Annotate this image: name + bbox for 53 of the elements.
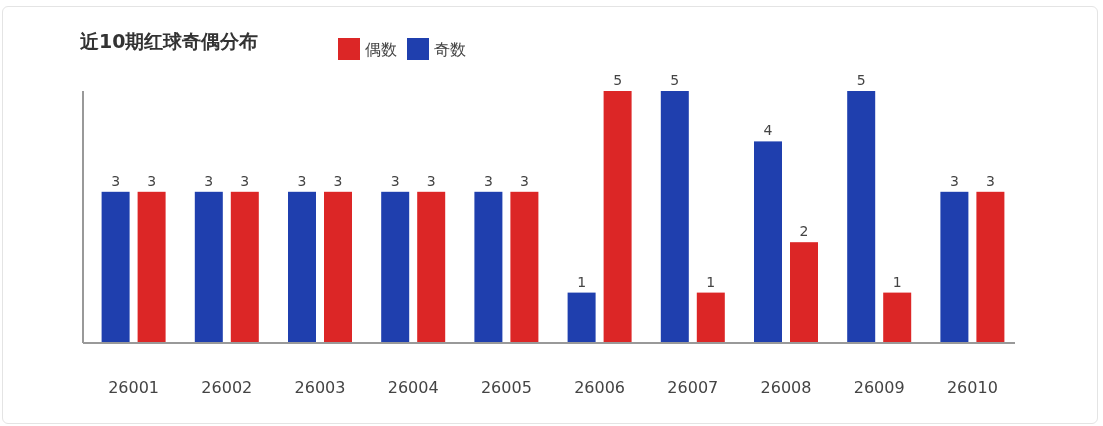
data-label: 3	[111, 172, 121, 189]
data-label: 1	[892, 273, 902, 290]
chart-title: 近10期红球奇偶分布	[79, 30, 259, 52]
legend-label: 奇数	[434, 40, 466, 59]
bar	[417, 191, 446, 343]
data-label: 3	[519, 172, 529, 189]
bar	[381, 191, 410, 343]
data-label: 3	[949, 172, 959, 189]
data-label: 5	[856, 72, 866, 88]
bar	[847, 91, 876, 343]
bar	[510, 191, 539, 343]
data-label: 5	[613, 72, 623, 88]
data-label: 3	[483, 172, 493, 189]
data-label: 4	[763, 122, 773, 139]
x-tick-label: 26007	[667, 378, 719, 397]
bar	[567, 292, 596, 343]
data-label: 3	[333, 172, 343, 189]
data-label: 3	[426, 172, 436, 189]
x-tick-label: 26001	[108, 378, 160, 397]
data-label: 3	[147, 172, 157, 189]
x-tick-label: 26010	[946, 378, 998, 397]
data-label: 3	[204, 172, 214, 189]
bar	[940, 191, 969, 343]
legend-label: 偶数	[365, 40, 397, 59]
x-tick-label: 26006	[574, 378, 626, 397]
bar	[790, 242, 818, 343]
bar	[754, 141, 782, 343]
x-tick-label: 26008	[760, 378, 812, 397]
bar	[660, 91, 689, 343]
x-tick-label: 26002	[201, 378, 253, 397]
bar	[976, 191, 1005, 343]
bar	[324, 191, 352, 343]
bar	[194, 191, 223, 343]
bar	[603, 91, 632, 343]
data-label: 3	[240, 172, 250, 189]
x-tick-label: 26004	[387, 378, 439, 397]
bar	[883, 292, 912, 343]
data-label: 3	[297, 172, 307, 189]
bar	[230, 191, 259, 343]
data-label: 2	[799, 223, 809, 240]
data-label: 1	[706, 273, 716, 290]
x-tick-label: 26005	[480, 378, 532, 397]
data-label: 3	[390, 172, 400, 189]
data-label: 1	[577, 273, 587, 290]
bar	[101, 191, 130, 343]
data-label: 5	[670, 72, 680, 88]
bar	[474, 191, 503, 343]
data-label: 3	[985, 172, 995, 189]
x-tick-label: 26009	[853, 378, 905, 397]
bar	[696, 292, 725, 343]
bar	[137, 191, 166, 343]
bar	[288, 191, 316, 343]
x-tick-label: 26003	[294, 378, 346, 397]
